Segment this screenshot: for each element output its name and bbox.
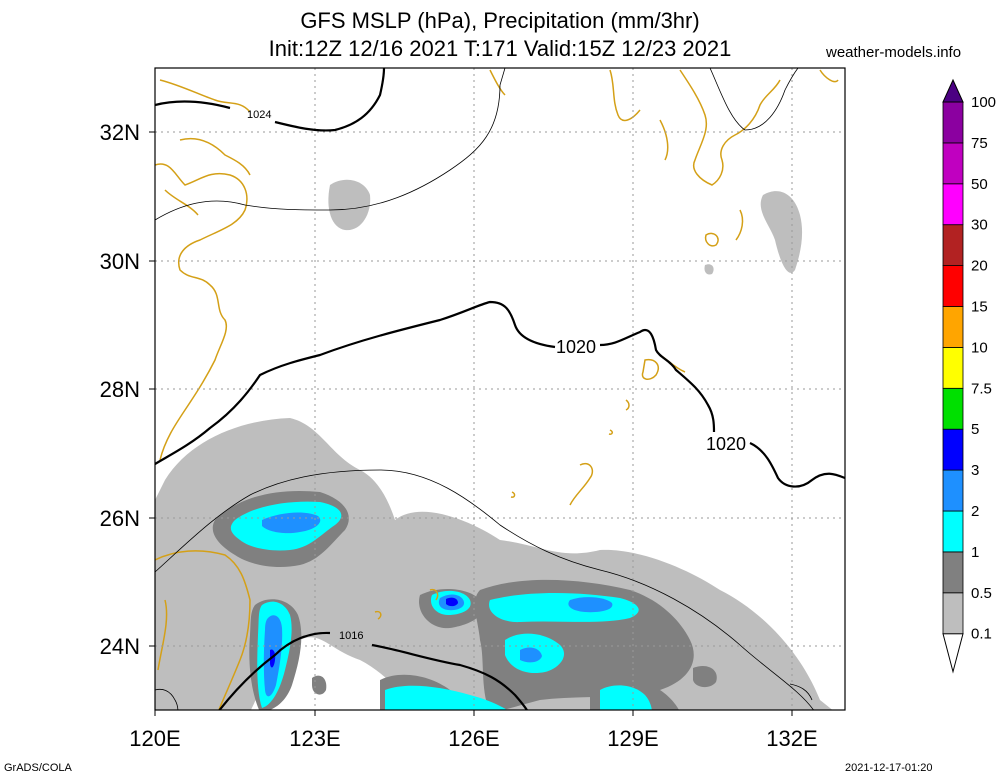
colorbar-max-triangle [942, 78, 964, 103]
chart-title: GFS MSLP (hPa), Precipitation (mm/3hr) [300, 8, 700, 33]
lat-lon-grid [155, 68, 845, 710]
colorbar-box [942, 428, 964, 471]
axis-ticks [149, 131, 793, 716]
colorbar-box [942, 183, 964, 226]
colorbar-box [942, 346, 964, 389]
colorbar-label: 15 [971, 299, 988, 316]
colorbar-min-triangle [942, 633, 964, 674]
colorbar-box [942, 224, 964, 266]
x-tick-label: 123E [289, 726, 340, 751]
x-tick-label: 120E [129, 726, 180, 751]
isobars-minor [155, 68, 814, 710]
colorbar-box [942, 510, 964, 553]
colorbar-label: 3 [971, 462, 979, 479]
colorbar-label: 10 [971, 339, 988, 356]
isobar-label: 1020 [706, 434, 746, 454]
colorbar-label: 1 [971, 544, 979, 561]
colorbar-label: 7.5 [971, 380, 992, 397]
colorbar-box [942, 387, 964, 430]
coastlines [155, 69, 839, 710]
x-tick-label: 132E [766, 726, 817, 751]
colorbar-label: 75 [971, 135, 988, 152]
colorbar-label: 100 [971, 94, 996, 111]
y-tick-label: 28N [100, 377, 140, 402]
colorbar-label: 0.5 [971, 585, 992, 602]
colorbar-box [942, 265, 964, 307]
y-tick-label: 30N [100, 249, 140, 274]
colorbar-box [942, 469, 964, 512]
colorbar-box [942, 101, 964, 144]
x-tick-label: 126E [448, 726, 499, 751]
y-tick-label: 32N [100, 120, 140, 145]
site-label: weather-models.info [826, 44, 962, 61]
y-tick-label: 24N [100, 634, 140, 659]
isobars-major [155, 68, 845, 710]
colorbar-box [942, 592, 964, 635]
footer-timestamp: 2021-12-17-01:20 [845, 762, 933, 774]
colorbar-label: 30 [971, 217, 988, 234]
isobar-label: 1016 [339, 630, 363, 642]
colorbar-label: 2 [971, 503, 979, 520]
x-tick-label: 129E [607, 726, 658, 751]
precip-colorbar: 0.1 0.5 1 2 3 5 7.5 10 15 20 30 50 75 100 [942, 78, 996, 674]
axis-labels: 120E 123E 126E 129E 132E 24N 26N 28N 30N… [100, 120, 818, 751]
colorbar-label: 50 [971, 176, 988, 193]
colorbar-box [942, 306, 964, 348]
y-tick-label: 26N [100, 506, 140, 531]
precip-3mm-areas [270, 597, 458, 668]
colorbar-label: 0.1 [971, 626, 992, 643]
chart-subtitle: Init:12Z 12/16 2021 T:171 Valid:15Z 12/2… [268, 36, 732, 61]
isobar-label: 1024 [247, 109, 271, 121]
colorbar-box [942, 142, 964, 185]
isobar-labels: 1024 1020 1020 1016 [247, 109, 746, 642]
footer-software: GrADS/COLA [4, 762, 72, 774]
isobar-label: 1020 [556, 337, 596, 357]
colorbar-label: 5 [971, 421, 979, 438]
colorbar-label: 20 [971, 258, 988, 275]
colorbar-box [942, 551, 964, 594]
